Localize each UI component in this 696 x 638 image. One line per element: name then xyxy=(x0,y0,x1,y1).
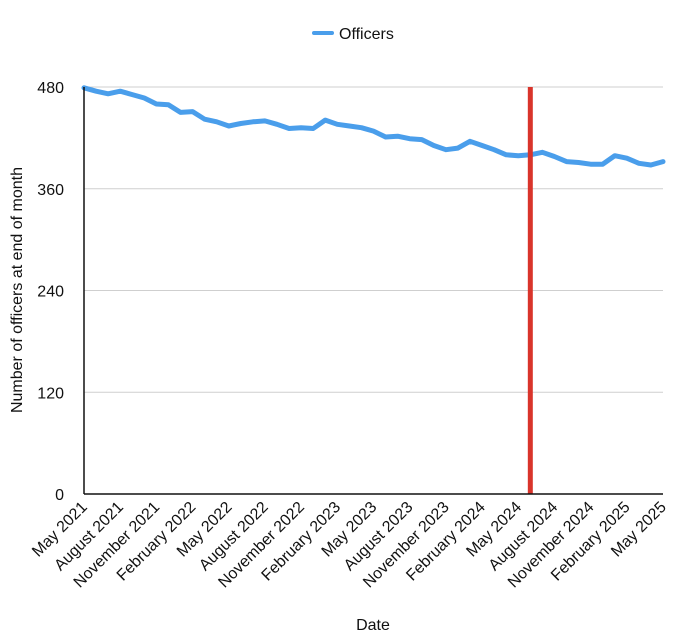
data-point-officers xyxy=(287,126,292,131)
data-point-officers xyxy=(648,163,653,168)
data-point-officers xyxy=(118,89,123,94)
series-line-officers xyxy=(81,85,666,168)
data-point-officers xyxy=(661,159,666,164)
data-point-officers xyxy=(166,102,171,107)
y-axis-title: Number of officers at end of month xyxy=(9,167,26,413)
data-point-officers xyxy=(323,118,328,123)
data-point-officers xyxy=(504,152,509,157)
series-layer xyxy=(81,85,666,168)
data-point-officers xyxy=(407,136,412,141)
y-tick-label-480: 480 xyxy=(37,80,64,97)
data-point-officers xyxy=(226,124,231,129)
data-point-officers xyxy=(468,139,473,144)
data-point-officers xyxy=(540,150,545,155)
data-point-officers xyxy=(214,119,219,124)
data-point-officers xyxy=(600,162,605,167)
data-point-officers xyxy=(516,153,521,158)
data-point-officers xyxy=(359,125,364,130)
data-point-officers xyxy=(624,156,629,161)
legend-label-officers: Officers xyxy=(339,26,394,43)
legend: Officers xyxy=(312,26,394,43)
data-point-officers xyxy=(383,135,388,140)
data-point-officers xyxy=(106,91,111,96)
data-point-officers xyxy=(250,119,255,124)
data-point-officers xyxy=(552,154,557,159)
data-point-officers xyxy=(262,118,267,123)
data-point-officers xyxy=(178,110,183,115)
data-point-officers xyxy=(311,126,316,131)
data-point-officers xyxy=(395,134,400,139)
data-point-officers xyxy=(335,122,340,127)
data-point-officers xyxy=(154,101,159,106)
y-tick-label-240: 240 xyxy=(37,284,64,301)
data-point-officers xyxy=(443,147,448,152)
data-point-officers xyxy=(94,89,99,94)
axes xyxy=(83,87,663,495)
data-point-officers xyxy=(480,143,485,148)
y-tick-label-360: 360 xyxy=(37,182,64,199)
data-point-officers xyxy=(275,122,280,127)
data-point-officers xyxy=(190,109,195,114)
y-axis-tick-labels: 0 120 240 360 480 xyxy=(37,80,64,504)
data-point-officers xyxy=(588,162,593,167)
data-point-officers xyxy=(419,137,424,142)
data-point-officers xyxy=(455,146,460,151)
y-tick-label-120: 120 xyxy=(37,385,64,402)
data-point-officers xyxy=(564,159,569,164)
data-point-officers xyxy=(142,96,147,101)
data-point-officers xyxy=(299,125,304,130)
data-point-officers xyxy=(202,117,207,122)
data-point-officers xyxy=(371,129,376,134)
x-axis-title: Date xyxy=(356,617,390,634)
data-point-officers xyxy=(612,153,617,158)
data-point-officers xyxy=(431,143,436,148)
data-point-officers xyxy=(492,147,497,152)
y-tick-label-0: 0 xyxy=(55,487,64,504)
data-point-officers xyxy=(636,161,641,166)
gridlines xyxy=(84,86,663,393)
data-point-officers xyxy=(576,160,581,165)
data-point-officers xyxy=(347,124,352,129)
data-point-officers xyxy=(238,121,243,126)
data-point-officers xyxy=(130,92,135,97)
